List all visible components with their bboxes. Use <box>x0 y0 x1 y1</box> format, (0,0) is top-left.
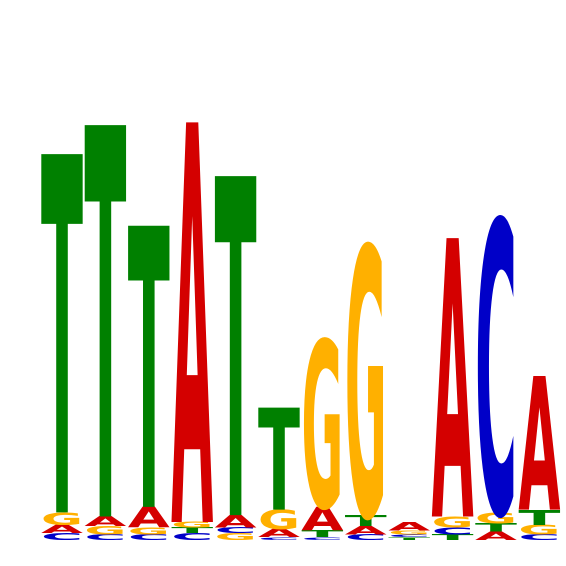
letter-A-pos-2: A <box>84 514 127 529</box>
letter-T-pos-10: T <box>432 533 474 542</box>
letter-A-pos-6: A <box>258 527 301 540</box>
letter-G-pos-10: G <box>432 514 474 532</box>
letter-T-pos-3: T <box>128 151 170 566</box>
letter-C-pos-10: C <box>432 526 474 537</box>
letter-A-pos-9: A <box>388 520 431 533</box>
letter-G-pos-3: G <box>128 526 170 537</box>
letter-A-pos-4: A <box>171 13 213 566</box>
letter-C-pos-9: C <box>388 534 430 538</box>
letter-T-pos-2: T <box>84 19 126 566</box>
letter-C-pos-12: C <box>518 533 560 542</box>
letter-G-pos-2: G <box>84 524 126 537</box>
letter-A-pos-7: A <box>301 501 344 538</box>
letter-T-pos-4: T <box>171 526 213 535</box>
letter-C-pos-11: C <box>475 140 517 566</box>
letter-A-pos-12: A <box>518 339 560 553</box>
letter-G-pos-8: G <box>345 175 387 566</box>
letter-C-pos-7: C <box>301 536 343 540</box>
letter-T-pos-7: T <box>301 529 343 540</box>
letter-C-pos-5: C <box>215 526 257 535</box>
letter-T-pos-6: T <box>258 381 300 543</box>
letter-A-pos-11: A <box>475 530 518 543</box>
letter-G-pos-4: G <box>171 521 213 530</box>
letter-T-pos-9: T <box>388 537 430 541</box>
letter-G-pos-6: G <box>258 504 300 535</box>
letter-A-pos-8: A <box>345 524 388 537</box>
letter-G-pos-11: G <box>475 509 517 527</box>
letter-A-pos-1: A <box>41 523 84 536</box>
letter-C-pos-3: C <box>128 533 170 542</box>
letter-T-pos-5: T <box>215 85 257 566</box>
letter-G-pos-1: G <box>41 509 83 529</box>
letter-G-pos-5: G <box>215 531 257 542</box>
letter-A-pos-3: A <box>128 502 171 535</box>
letter-C-pos-2: C <box>84 533 126 542</box>
letter-C-pos-8: C <box>345 533 387 542</box>
letter-C-pos-4: C <box>171 531 213 542</box>
letter-T-pos-12: T <box>518 505 561 529</box>
letter-A-pos-5: A <box>215 512 257 531</box>
letter-T-pos-8: T <box>345 512 388 530</box>
letter-A-pos-10: A <box>432 164 474 566</box>
letter-G-pos-7: G <box>301 296 343 562</box>
letter-C-pos-6: C <box>258 536 300 540</box>
letter-G-pos-9: G <box>388 529 430 536</box>
letter-T-pos-1: T <box>41 56 83 566</box>
letter-G-pos-12: G <box>518 522 560 538</box>
letter-C-pos-1: C <box>41 531 83 542</box>
letter-T-pos-11: T <box>475 521 517 534</box>
